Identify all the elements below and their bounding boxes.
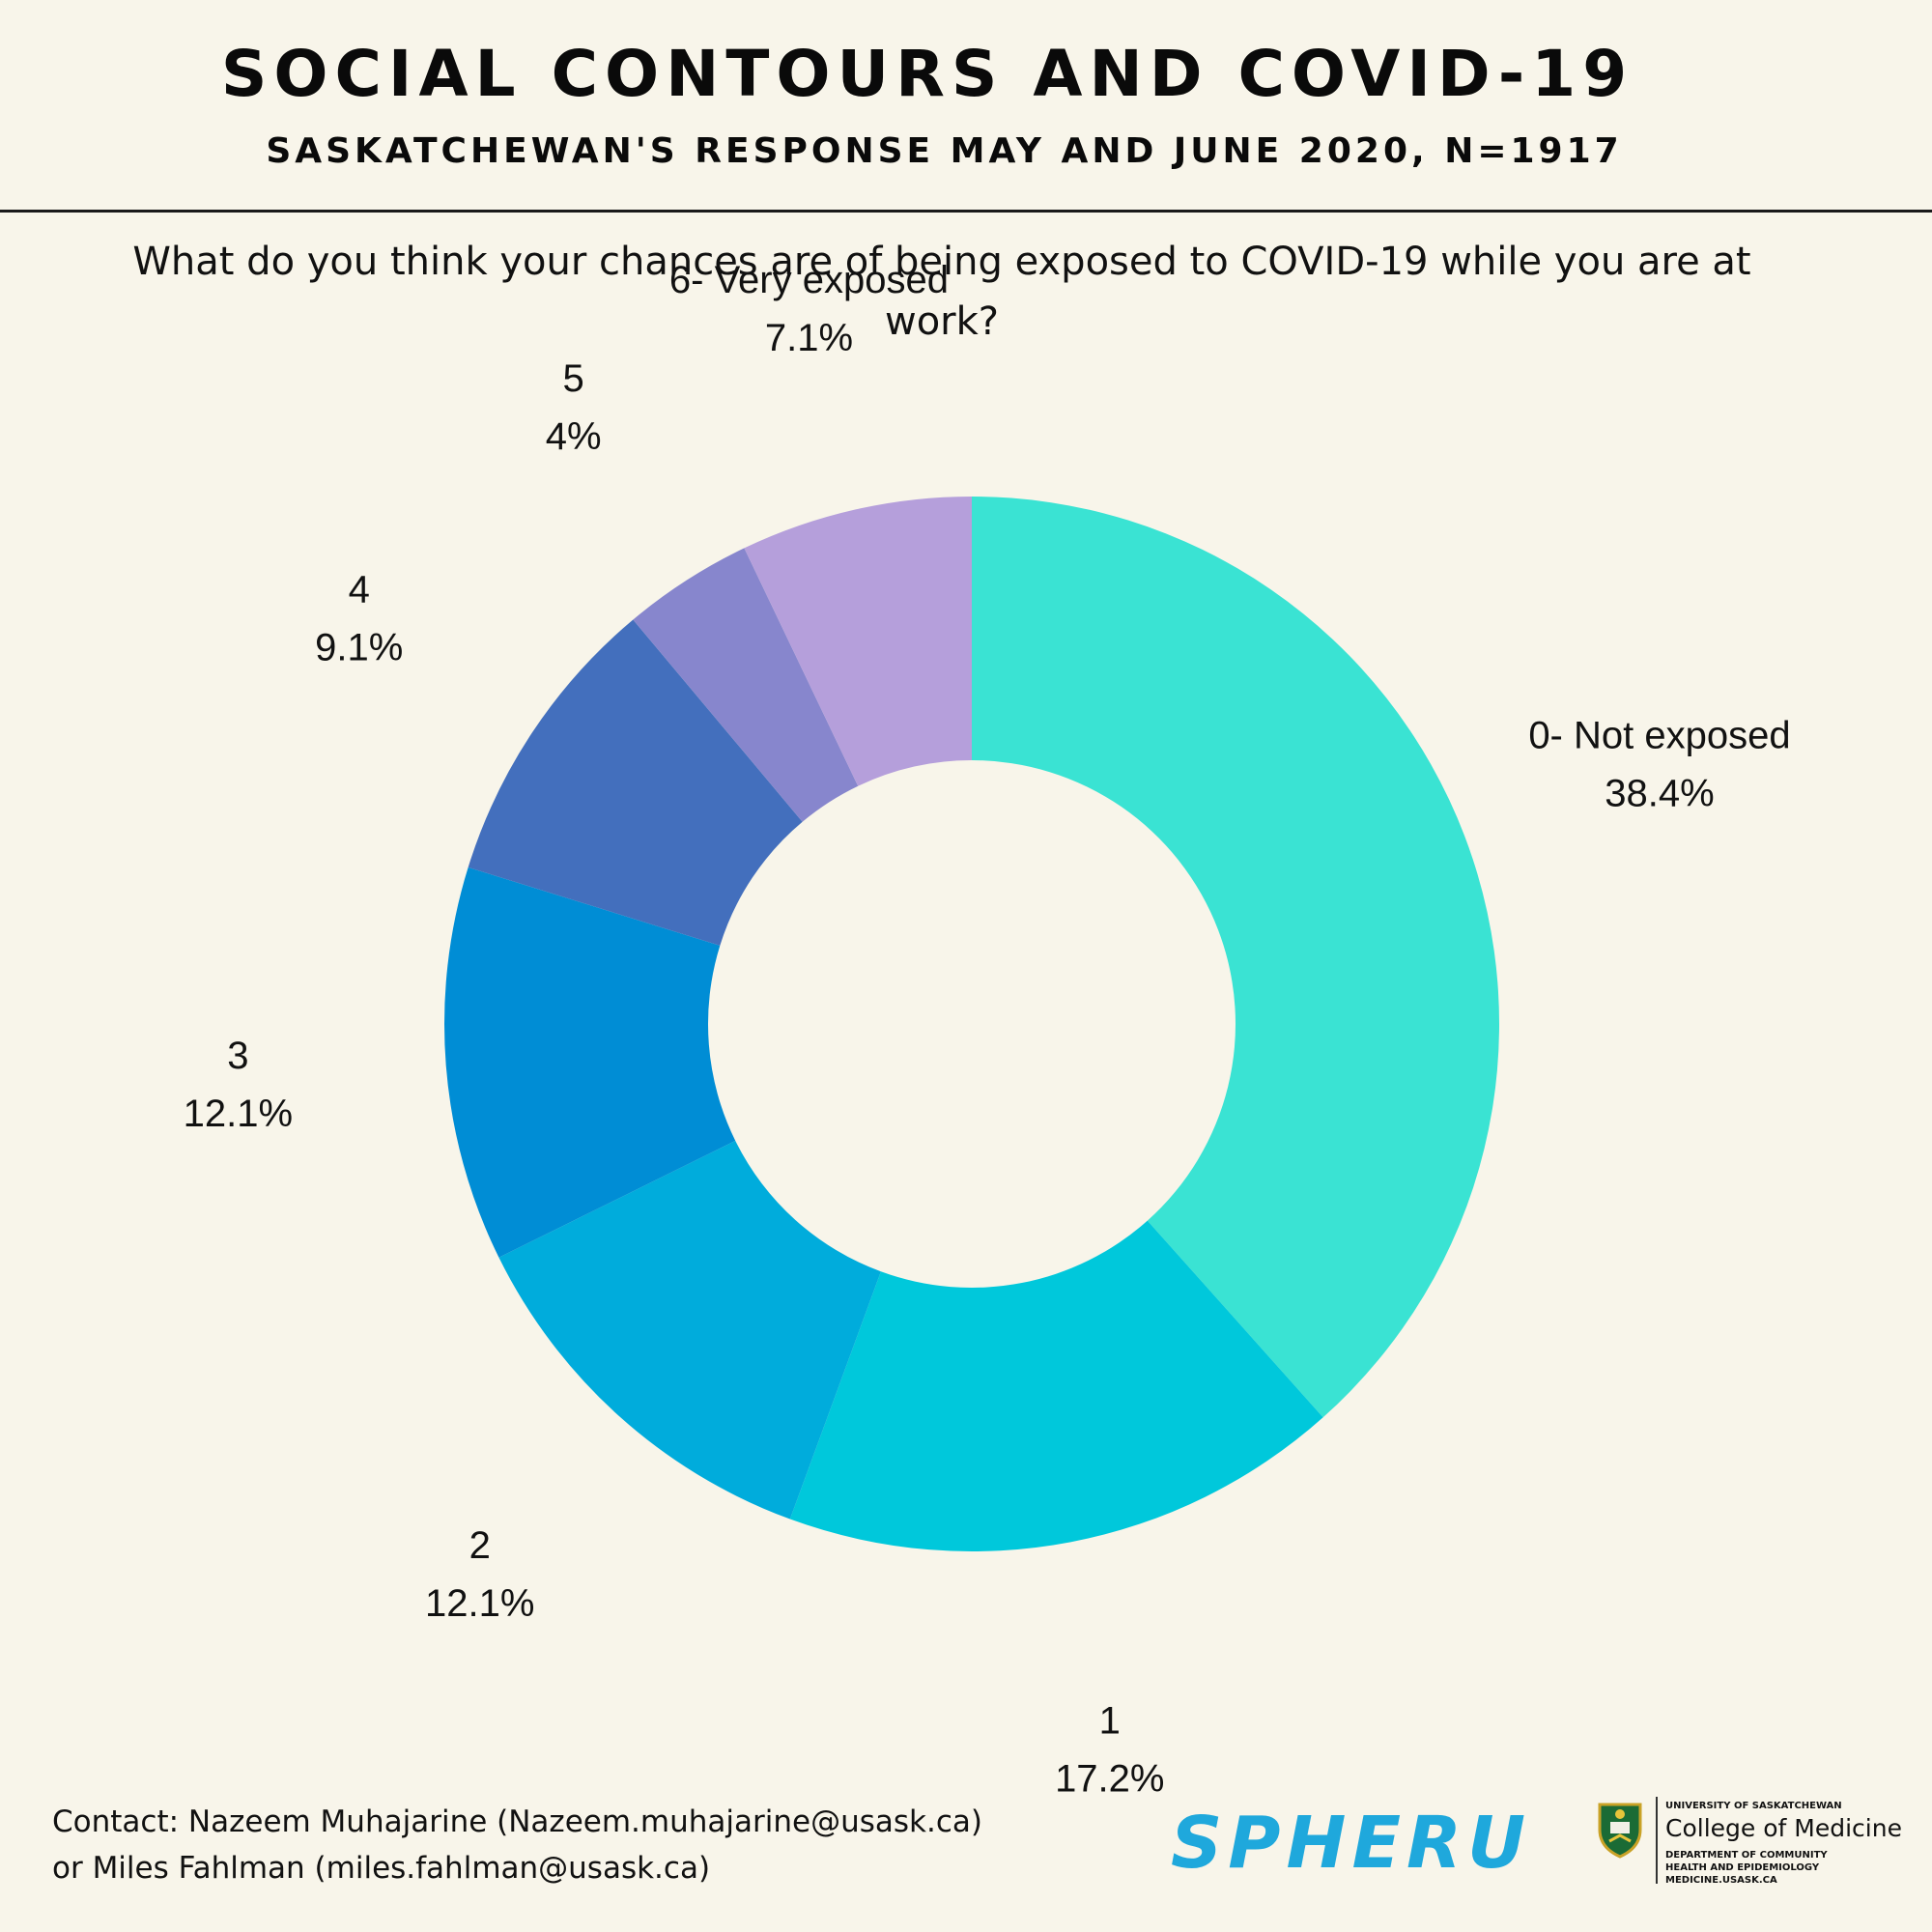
page-title: SOCIAL CONTOURS AND COVID-19 <box>220 37 1634 111</box>
uofs-college: College of Medicine <box>1665 1814 1902 1842</box>
slice-value-label-3: 12.1% <box>184 1093 293 1135</box>
uofs-dept-line-1: DEPARTMENT OF COMMUNITY <box>1665 1850 1828 1861</box>
slice-value-label-4: 9.1% <box>315 627 403 669</box>
uofs-department: DEPARTMENT OF COMMUNITY HEALTH AND EPIDE… <box>1665 1849 1828 1887</box>
contact-line-2: or Miles Fahlman (miles.fahlman@usask.ca… <box>52 1851 711 1886</box>
donut-slice-0 <box>972 497 1499 1418</box>
header-divider <box>0 210 1932 213</box>
slice-category-label-0: 0- Not exposed <box>1528 714 1790 756</box>
slice-category-label-3: 3 <box>227 1035 248 1077</box>
uofs-divider <box>1656 1797 1658 1884</box>
donut-slice-1 <box>789 1220 1323 1551</box>
contact-line-1: Contact: Nazeem Muhajarine (Nazeem.muhaj… <box>52 1804 982 1839</box>
donut-slice-5 <box>633 548 859 822</box>
uofs-dept-line-2: HEALTH AND EPIDEMIOLOGY <box>1665 1862 1820 1873</box>
uofs-name: UNIVERSITY OF SASKATCHEWAN <box>1665 1801 1842 1811</box>
uofs-url: MEDICINE.USASK.CA <box>1665 1875 1777 1886</box>
uofs-crest-icon <box>1598 1803 1642 1859</box>
slice-category-label-1: 1 <box>1099 1700 1121 1743</box>
chart-question: What do you think your chances are of be… <box>132 240 1751 344</box>
page-subtitle: SASKATCHEWAN'S RESPONSE MAY AND JUNE 202… <box>266 131 1623 171</box>
slice-value-label-0: 38.4% <box>1605 772 1714 814</box>
donut-slice-4 <box>468 619 803 946</box>
spheru-logo: SPHERU <box>1171 1802 1532 1885</box>
slice-category-label-4: 4 <box>349 569 370 611</box>
slice-category-label-5: 5 <box>563 357 584 400</box>
donut-slice-6 <box>744 497 972 786</box>
slice-category-label-6: 6- Very exposed <box>669 259 949 301</box>
slice-value-label-5: 4% <box>546 415 602 458</box>
donut-slice-2 <box>498 1140 881 1520</box>
slice-value-label-6: 7.1% <box>765 317 853 359</box>
donut-slice-3 <box>444 867 736 1258</box>
contact-info: Contact: Nazeem Muhajarine (Nazeem.muhaj… <box>52 1799 982 1891</box>
slice-value-label-1: 17.2% <box>1055 1758 1164 1801</box>
slice-category-label-2: 2 <box>469 1524 491 1567</box>
slice-value-label-2: 12.1% <box>425 1582 534 1625</box>
